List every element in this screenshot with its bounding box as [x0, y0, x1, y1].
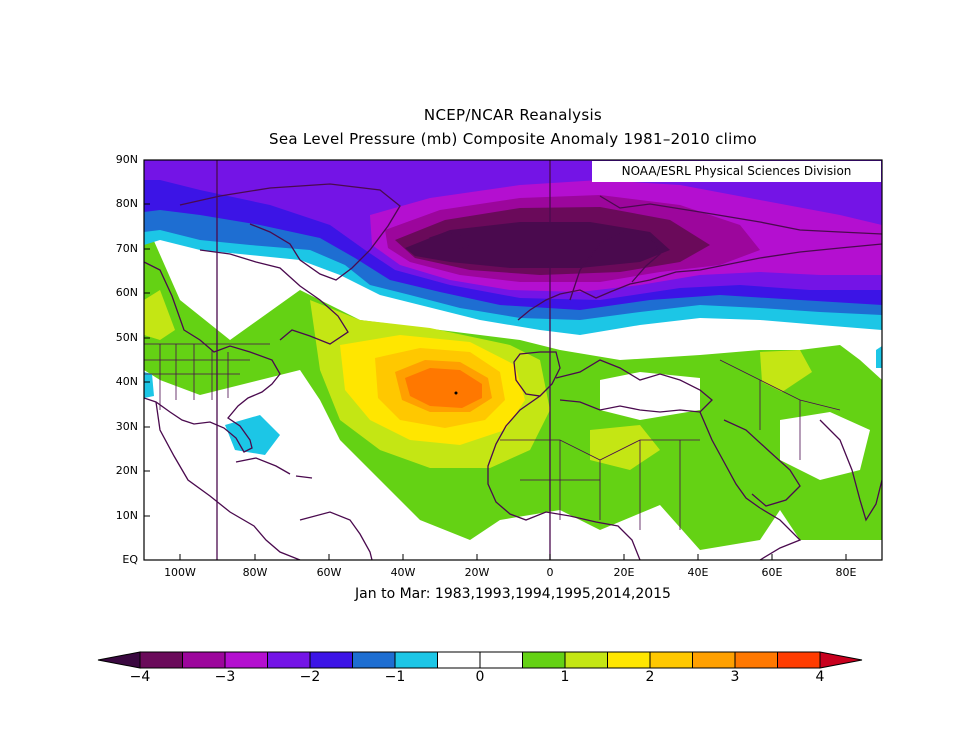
lon-label-60e: 60E — [761, 566, 783, 579]
europe-coast — [517, 243, 882, 321]
mediterranean-coast — [555, 359, 713, 413]
africa-borders — [500, 439, 700, 530]
lat-label-60n: 60N — [115, 286, 138, 299]
horn-of-africa-coast — [759, 507, 802, 560]
colorbar-swatch — [309, 651, 353, 669]
lon-label-20w: 20W — [464, 566, 490, 579]
lat-label-80n: 80N — [115, 197, 138, 210]
lon-label-20e: 20E — [613, 566, 635, 579]
anomaly-field — [144, 160, 882, 560]
negative-anomaly-8mb — [405, 222, 670, 268]
india-coast — [819, 419, 882, 522]
red-sea-coast — [699, 411, 761, 509]
colorbar-swatch — [352, 651, 396, 669]
colorbar-label-minus1: −1 — [384, 669, 406, 685]
borders — [144, 343, 841, 530]
colorbar-swatch — [182, 651, 226, 669]
us-state-borders — [144, 343, 270, 410]
lat-label-10n: 10N — [115, 509, 138, 522]
lat-label-eq: EQ — [122, 553, 138, 566]
colorbar-swatch — [777, 651, 821, 669]
negative-anomaly-patch — [144, 372, 154, 398]
lat-label-30n: 30N — [115, 420, 138, 433]
chart-title: NCEP/NCAR Reanalysis — [423, 106, 603, 124]
period-label: Jan to Mar: 1983,1993,1994,1995,2014,201… — [355, 586, 671, 602]
anomaly-center-marker — [454, 391, 458, 395]
lon-label-40w: 40W — [390, 566, 416, 579]
lon-label-40e: 40E — [687, 566, 709, 579]
lon-label-60w: 60W — [316, 566, 342, 579]
lat-label-70n: 70N — [115, 242, 138, 255]
colorbar-label-minus4: −4 — [129, 669, 151, 685]
colorbar-label-0: 0 — [475, 669, 485, 685]
colorbar-swatch — [437, 651, 481, 669]
colorbar-swatch — [267, 651, 311, 669]
colorbar-swatch — [692, 651, 736, 669]
colorbar-swatch — [649, 651, 693, 669]
colorbar-swatch — [394, 651, 438, 669]
colorbar-swatch — [479, 651, 523, 669]
map-frame — [143, 159, 883, 561]
labrador-coast — [199, 249, 349, 345]
lat-label-50n: 50N — [115, 331, 138, 344]
chart-subtitle: Sea Level Pressure (mb) Composite Anomal… — [269, 130, 757, 148]
south-america-coast — [299, 511, 373, 560]
colorbar-swatch — [224, 651, 268, 669]
lon-label-0: 0 — [546, 566, 554, 579]
greenland-coast — [179, 183, 401, 281]
axis-ticks — [144, 159, 847, 560]
positive-anomaly-6mb — [405, 368, 482, 408]
scandinavia-coast — [569, 231, 661, 301]
asia-borders — [719, 359, 841, 460]
arabia-coast — [723, 419, 801, 507]
gulf-coast — [155, 401, 301, 560]
colorbar-swatch — [564, 651, 608, 669]
colorbar-label-minus3: −3 — [214, 669, 236, 685]
africa-coast — [487, 395, 641, 560]
colorbar-swatch — [139, 651, 183, 669]
colorbar-label-4: 4 — [815, 669, 825, 685]
colorbar-swatch — [734, 651, 778, 669]
negative-anomaly-patch — [876, 346, 882, 368]
colorbar-under-triangle — [97, 651, 141, 669]
colorbar-swatch — [607, 651, 651, 669]
negative-anomaly-patch — [600, 372, 700, 420]
colorbar-label-minus2: −2 — [299, 669, 321, 685]
arctic-coast — [599, 195, 882, 235]
positive-anomaly-2mb — [760, 350, 812, 392]
positive-anomaly-2mb — [144, 290, 175, 340]
lat-label-20n: 20N — [115, 464, 138, 477]
lon-label-80e: 80E — [835, 566, 857, 579]
colorbar — [97, 651, 863, 669]
colorbar-label-2: 2 — [645, 669, 655, 685]
coastlines — [144, 183, 882, 560]
colorbar-over-triangle — [819, 651, 863, 669]
colorbar-swatch — [522, 651, 566, 669]
caribbean-islands — [235, 457, 313, 479]
colorbar-label-3: 3 — [730, 669, 740, 685]
lon-label-100w: 100W — [164, 566, 196, 579]
iberia-coast — [513, 351, 561, 397]
iceland-coast — [429, 231, 471, 253]
credit-label: NOAA/ESRL Physical Sciences Division — [592, 161, 881, 182]
negative-anomaly-patch — [780, 412, 870, 480]
lat-label-40n: 40N — [115, 375, 138, 388]
lon-label-80w: 80W — [242, 566, 268, 579]
lat-label-90n: 90N — [115, 153, 138, 166]
colorbar-label-1: 1 — [560, 669, 570, 685]
